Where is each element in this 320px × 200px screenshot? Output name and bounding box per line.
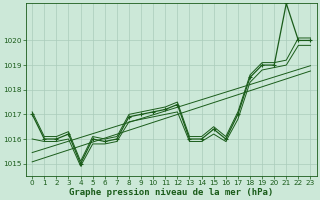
X-axis label: Graphe pression niveau de la mer (hPa): Graphe pression niveau de la mer (hPa)	[69, 188, 274, 197]
